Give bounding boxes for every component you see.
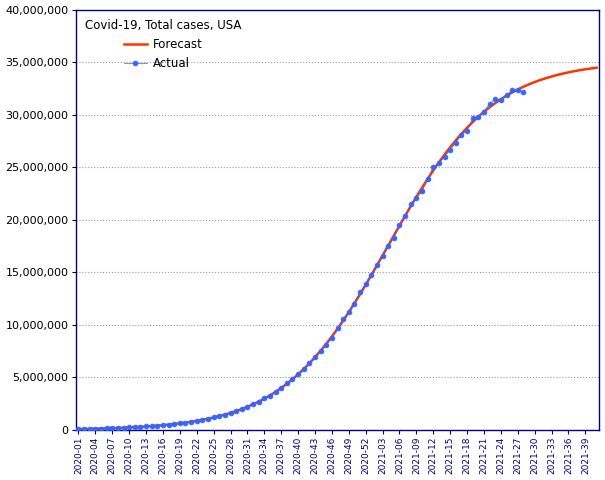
Forecast [159,422,166,428]
Forecast [435,159,442,165]
Actual [75,426,82,432]
Actual [362,282,369,288]
Forecast [593,65,600,71]
Actual [520,89,527,95]
Actual [339,316,347,322]
Actual [379,253,386,259]
Actual [345,309,353,315]
Forecast [486,104,493,110]
Legend: Forecast, Actual: Forecast, Actual [82,15,245,73]
Forecast [142,424,149,430]
Line: Forecast: Forecast [79,68,597,429]
Forecast [334,326,341,332]
Actual [469,116,476,121]
Actual [514,87,522,93]
Forecast [75,426,82,432]
Forecast [182,420,189,425]
Actual [272,389,280,395]
Line: Actual: Actual [76,87,526,432]
